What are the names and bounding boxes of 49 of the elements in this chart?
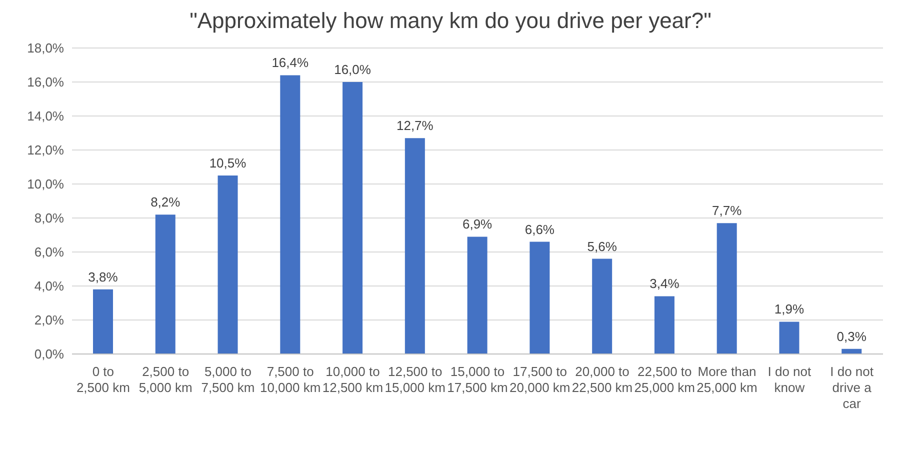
x-tick-label: 15,000 to 17,500 km [447, 364, 508, 395]
y-tick-label: 16,0% [27, 74, 64, 90]
data-label: 3,4% [650, 276, 680, 292]
y-tick-label: 0,0% [34, 346, 64, 362]
x-tick-label: 17,500 to 20,000 km [510, 364, 570, 395]
chart-title: "Approximately how many km do you drive per year?" [188, 8, 712, 34]
data-label: 6,6% [524, 222, 555, 237]
x-tick-label: 22,500 to 25,000 km [634, 364, 696, 395]
y-tick-label: 18,0% [27, 40, 64, 56]
y-tick-label: 14,0% [27, 108, 64, 124]
y-tick-label: 2,0% [34, 312, 64, 328]
x-tick-label: I do not know [768, 364, 812, 395]
data-label: 6,9% [462, 216, 493, 232]
bar [155, 214, 176, 354]
data-label: 3,8% [88, 269, 118, 284]
data-label: 16,0% [334, 62, 372, 77]
x-tick-label: 10,000 to 12,500 km [322, 364, 384, 395]
x-tick-label: 5,000 to 7,500 km [201, 364, 255, 395]
y-tick-label: 8,0% [34, 210, 64, 226]
y-tick-label: 10,0% [27, 176, 64, 192]
bar [716, 223, 737, 354]
data-label: 10,5% [209, 156, 247, 170]
y-tick-label: 12,0% [27, 142, 64, 158]
x-tick-label: 0 to 2,500 km [76, 364, 130, 395]
bar [280, 75, 300, 354]
x-tick-label: I do not drive a car [830, 364, 874, 411]
data-label: 5,6% [587, 238, 618, 254]
bar [404, 138, 425, 354]
x-tick-label: 12,500 to 15,000 km [384, 364, 446, 395]
data-label: 8,2% [150, 194, 181, 210]
bar [530, 242, 550, 354]
bar [93, 289, 113, 354]
data-label: 1,9% [774, 302, 804, 317]
data-label: 0,3% [836, 328, 867, 344]
data-label: 7,7% [712, 203, 742, 218]
bar [654, 296, 674, 354]
bar [467, 236, 488, 354]
bar [342, 82, 363, 354]
bar [592, 258, 612, 354]
y-tick-label: 4,0% [34, 278, 64, 294]
y-tick-label: 6,0% [34, 244, 64, 260]
x-tick-label: 7,500 to 10,000 km [260, 364, 321, 395]
x-tick-label: 20,000 to 22,500 km [572, 364, 633, 395]
x-tick-label: 2,500 to 5,000 km [138, 364, 192, 395]
data-label: 12,7% [396, 118, 434, 134]
data-label: 16,4% [272, 55, 310, 70]
bar [218, 176, 238, 354]
bar [779, 322, 800, 354]
x-tick-label: More than 25,000 km [696, 364, 758, 395]
